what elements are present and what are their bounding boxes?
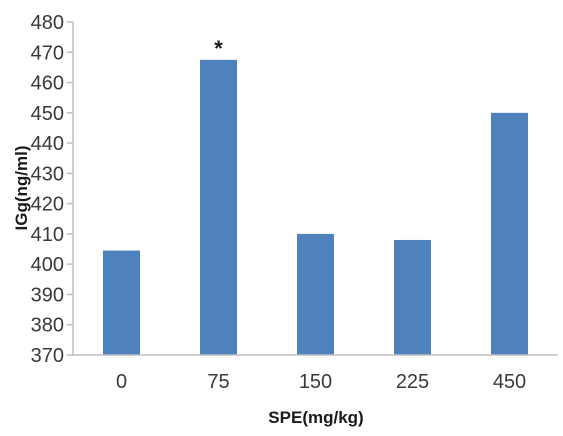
- y-tick-label: 470: [31, 42, 64, 64]
- bar-225: [394, 239, 431, 355]
- y-tick-label: 480: [31, 12, 64, 34]
- y-tick-label: 430: [31, 163, 64, 185]
- y-axis-title: IGg(ng/ml): [12, 146, 31, 231]
- bars: [103, 59, 528, 356]
- bar-450: [491, 112, 528, 356]
- significance-marker: *: [214, 36, 223, 61]
- x-tick-label: 450: [493, 371, 526, 393]
- bar-150: [297, 233, 334, 355]
- y-tick-label: 380: [31, 315, 64, 337]
- x-tick-label: 75: [207, 371, 229, 393]
- x-axis-title: SPE(mg/kg): [268, 408, 363, 427]
- y-axis-ticks: 370 380 390 400 410 420 430 440 450 460 470 480: [31, 12, 73, 367]
- annotations: *: [214, 36, 223, 61]
- x-axis-ticks: 0 75 150 225 450: [116, 371, 526, 393]
- y-tick-label: 450: [31, 103, 64, 125]
- x-tick-label: 225: [396, 371, 429, 393]
- x-tick-label: 150: [299, 371, 332, 393]
- y-tick-label: 400: [31, 254, 64, 276]
- y-tick-label: 420: [31, 194, 64, 216]
- bar-75: [200, 59, 237, 355]
- y-tick-label: 390: [31, 284, 64, 306]
- bar-0: [103, 250, 140, 355]
- y-tick-label: 440: [31, 133, 64, 155]
- x-tick-label: 0: [116, 371, 127, 393]
- y-tick-label: 460: [31, 73, 64, 95]
- y-tick-label: 410: [31, 224, 64, 246]
- y-tick-label: 370: [31, 345, 64, 367]
